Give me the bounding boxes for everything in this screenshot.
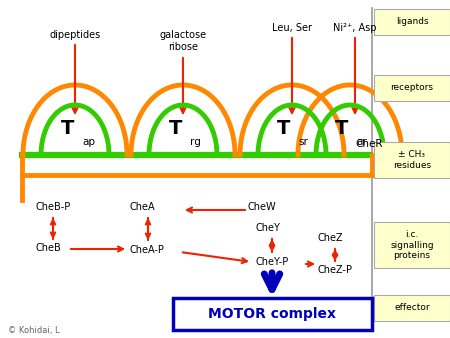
Text: CheZ-P: CheZ-P xyxy=(318,265,353,275)
Text: © Kohidai, L: © Kohidai, L xyxy=(8,325,59,335)
Text: ligands: ligands xyxy=(396,18,428,26)
FancyBboxPatch shape xyxy=(374,75,450,101)
Text: sr: sr xyxy=(298,137,308,147)
Text: Leu, Ser: Leu, Ser xyxy=(272,23,312,33)
FancyBboxPatch shape xyxy=(374,295,450,321)
Text: T: T xyxy=(169,119,183,138)
FancyBboxPatch shape xyxy=(374,142,450,178)
FancyBboxPatch shape xyxy=(173,298,372,330)
Text: MOTOR complex: MOTOR complex xyxy=(208,307,336,321)
Text: CheY-P: CheY-P xyxy=(255,257,288,267)
Text: CheR: CheR xyxy=(355,139,382,149)
Text: CheA: CheA xyxy=(130,202,156,212)
Text: rg: rg xyxy=(190,137,201,147)
Text: dipeptides: dipeptides xyxy=(50,30,101,40)
Text: effector: effector xyxy=(394,304,430,313)
Text: CheA-P: CheA-P xyxy=(130,245,165,255)
Text: T: T xyxy=(277,119,291,138)
Text: galactose
ribose: galactose ribose xyxy=(159,30,207,52)
Text: Ni²⁺, Asp: Ni²⁺, Asp xyxy=(333,23,377,33)
Text: CheW: CheW xyxy=(248,202,277,212)
Text: i.c.
signalling
proteins: i.c. signalling proteins xyxy=(390,230,434,260)
Text: CheY: CheY xyxy=(255,223,280,233)
Text: ap: ap xyxy=(82,137,95,147)
FancyBboxPatch shape xyxy=(374,9,450,35)
Text: ar: ar xyxy=(356,137,367,147)
Text: CheB-P: CheB-P xyxy=(35,202,70,212)
Text: ± CH₃
residues: ± CH₃ residues xyxy=(393,150,431,170)
Text: CheZ: CheZ xyxy=(318,233,344,243)
Text: T: T xyxy=(61,119,75,138)
FancyBboxPatch shape xyxy=(374,222,450,268)
Text: receptors: receptors xyxy=(391,83,433,93)
Text: T: T xyxy=(335,119,349,138)
Text: CheB: CheB xyxy=(35,243,61,253)
